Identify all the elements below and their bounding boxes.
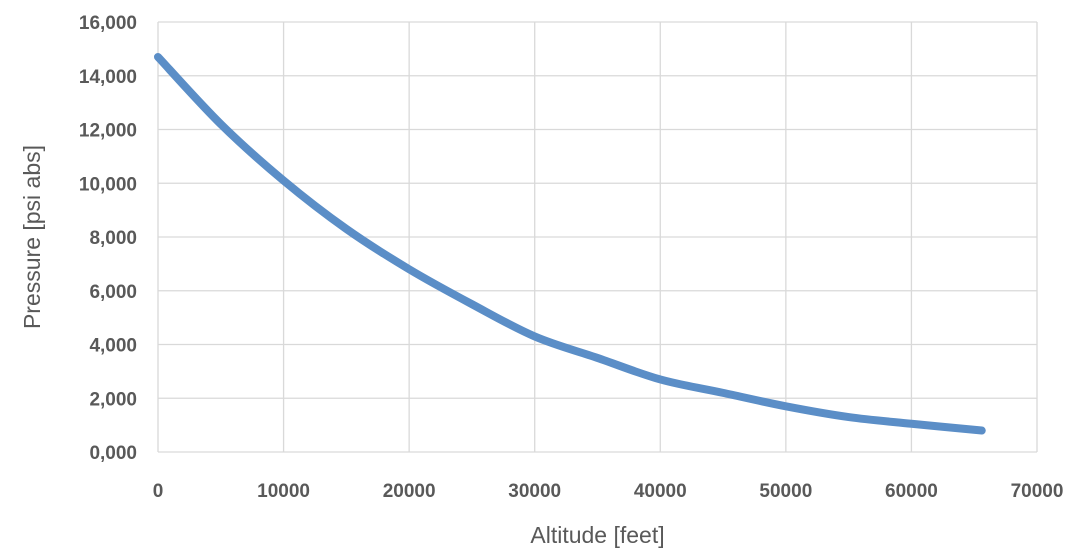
x-tick-label: 70000 [1011,481,1064,502]
y-tick-label: 10,000 [79,174,137,195]
x-tick-label: 0 [153,481,164,502]
y-tick-label: 0,000 [89,443,137,464]
y-tick-label: 4,000 [89,336,137,357]
y-axis-tick-labels: 0,000 2,000 4,000 6,000 8,000 10,000 12,000 14,… [79,13,137,464]
series-line [154,52,986,435]
x-tick-label: 40000 [634,481,687,502]
x-tick-label: 30000 [508,481,561,502]
y-axis-title: Pressure [psi abs] [19,145,45,329]
y-tick-label: 16,000 [79,13,137,34]
grid [157,21,1038,453]
x-axis-title: Altitude [feet] [530,522,664,548]
y-tick-label: 14,000 [79,67,137,88]
y-tick-label: 2,000 [89,389,137,410]
x-tick-label: 60000 [885,481,938,502]
series-group [154,52,986,435]
y-tick-label: 6,000 [89,282,137,303]
y-tick-label: 8,000 [89,228,137,249]
x-axis-tick-labels: 0 10000 20000 30000 40000 50000 60000 70000 [153,481,1064,502]
x-tick-label: 50000 [759,481,812,502]
x-tick-label: 10000 [257,481,310,502]
x-tick-label: 20000 [383,481,436,502]
y-tick-label: 12,000 [79,121,137,142]
